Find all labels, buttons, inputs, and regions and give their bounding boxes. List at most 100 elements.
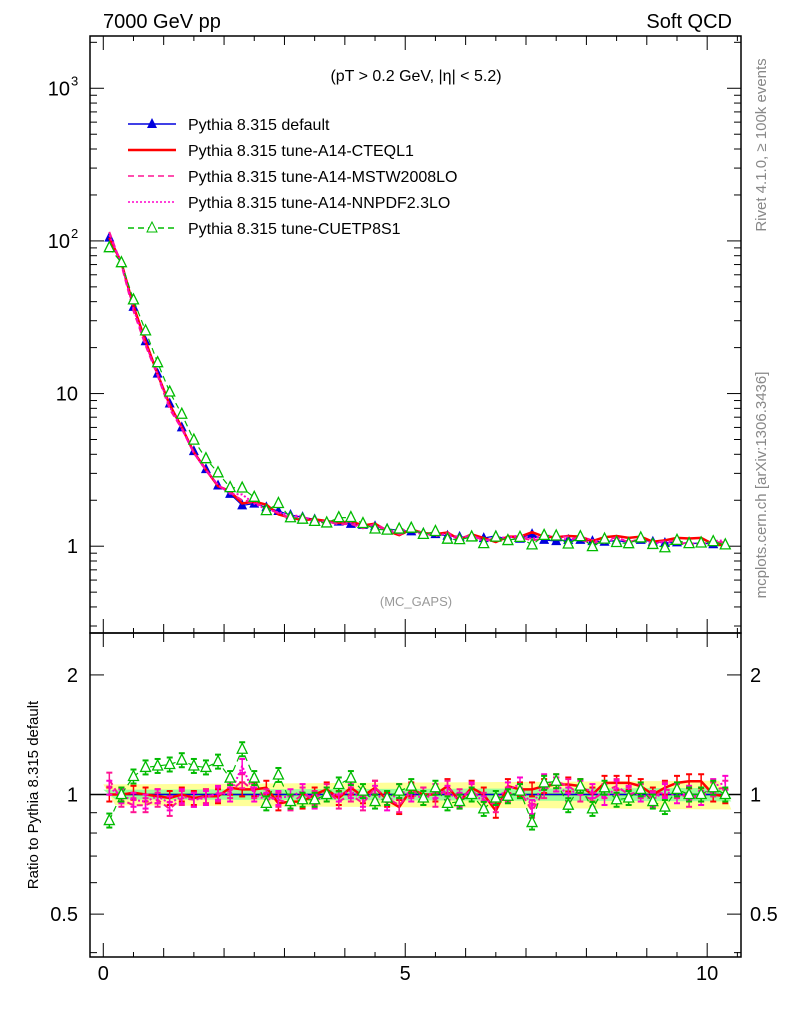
data-point [151,355,164,368]
data-point [574,778,587,791]
data-point [658,799,671,812]
x-tick-label: 5 [400,963,411,985]
data-point [550,528,563,541]
data-point [683,536,696,549]
data-point [670,532,684,546]
data-point [344,770,357,783]
data-point [429,780,442,793]
data-point [441,531,454,544]
data-point [646,794,659,807]
ratio-y-tick-label-right: 1 [750,785,761,807]
data-point [550,773,563,786]
data-point [719,787,732,800]
data-point [139,759,152,773]
data-point [417,526,430,540]
data-point [501,788,514,801]
data-point [211,465,225,478]
data-point [622,536,635,549]
data-point [598,531,611,544]
data-point [368,521,382,534]
data-point [441,795,454,809]
data-point [356,783,370,796]
data-point [381,790,394,803]
mcplots-label: mcplots.cern.ch [arXiv:1306.3436] [753,372,770,599]
data-point [151,758,164,771]
data-point [115,255,128,268]
data-point [658,540,671,553]
rivet-label: Rivet 4.1.0, ≥ 100k events [753,58,770,231]
data-point [695,787,708,800]
data-point [175,406,188,419]
data-point [562,797,575,810]
data-point [513,783,527,796]
data-point [501,533,514,546]
data-point [175,752,188,765]
data-point [332,777,345,790]
data-point [562,536,575,549]
ratio-y-tick-label-right: 2 [750,665,761,687]
y-tick-exponent: 2 [71,226,78,241]
data-point [622,790,635,803]
data-point [598,780,611,793]
data-point [381,522,394,535]
data-point [526,537,539,550]
data-point [513,529,527,543]
data-point [646,536,659,550]
data-point [489,529,502,542]
data-point [393,783,406,796]
data-point [163,384,176,397]
ratio-y-label: Ratio to Pythia 8.315 default [25,700,42,889]
title-left: 7000 GeV pp [103,11,221,33]
data-point [610,535,623,548]
y-tick-label: 10 [56,384,78,406]
data-point [224,480,237,493]
data-point [163,757,176,770]
legend-label: Pythia 8.315 tune-CUETP8S1 [188,221,401,238]
data-point [453,532,466,545]
legend-marker [146,220,158,233]
x-tick-label: 0 [98,963,109,985]
ratio-y-tick-label-left: 0.5 [50,904,78,926]
data-point [260,503,273,516]
data-point [187,758,200,771]
data-point [683,787,696,800]
legend-marker [147,118,157,128]
data-point [477,801,490,814]
data-point [368,794,382,807]
legend-label: Pythia 8.315 tune-A14-MSTW2008LO [188,169,457,186]
data-point [453,794,466,807]
data-point [272,767,285,780]
data-point [211,754,225,767]
ratio-y-tick-label-right: 0.5 [750,904,778,926]
data-point [417,790,430,803]
data-point [127,769,140,782]
series-line-main-0 [108,237,726,546]
data-point [526,815,539,828]
data-point [670,781,684,795]
data-point [308,792,321,805]
data-point [139,323,152,336]
series-line-main-1 [108,237,726,547]
data-point [187,432,200,445]
data-point [115,787,128,800]
data-point [719,537,732,550]
y-tick-label: 10 [48,78,70,100]
title-right: Soft QCD [646,11,732,33]
cut-annotation: (pT > 0.2 GeV, |η| < 5.2) [330,68,501,85]
data-point [489,790,502,803]
legend-label: Pythia 8.315 default [188,117,330,134]
data-point [634,530,647,543]
data-point [610,792,623,805]
data-point [477,536,490,549]
analysis-label: (MC_GAPS) [380,594,452,609]
data-point [236,480,249,493]
data-point [707,534,720,547]
data-point [103,813,116,826]
data-point [320,787,333,800]
data-point [248,770,261,783]
series-line-ratio-3 [108,763,726,810]
data-point [308,513,321,526]
data-point [538,527,551,541]
